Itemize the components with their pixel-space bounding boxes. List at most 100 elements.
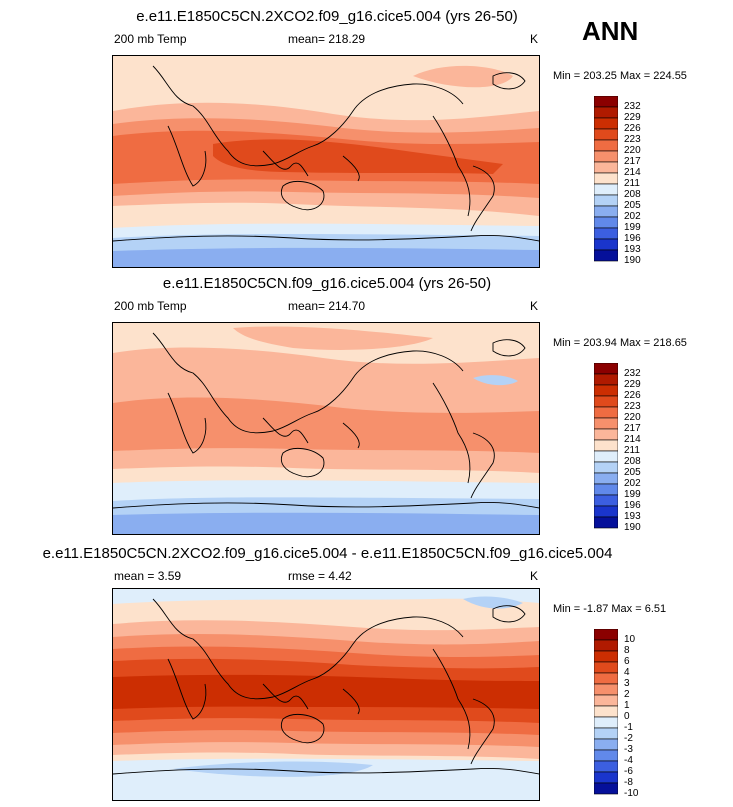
colorbar-level: 214	[624, 167, 641, 178]
colorbar-level: 6	[624, 656, 630, 667]
colorbar-level: 229	[624, 379, 641, 390]
colorbar-level: 199	[624, 489, 641, 500]
colorbar-swatch	[593, 373, 619, 386]
colorbar-level: 193	[624, 244, 641, 255]
minmax-label: Min = 203.94 Max = 218.65	[553, 337, 687, 349]
colorbar-swatch	[593, 771, 619, 784]
colorbar-swatch	[593, 395, 619, 408]
panel-title: e.e11.E1850C5CN.2XCO2.f09_g16.cice5.004 …	[42, 545, 613, 562]
temperature-field-map	[113, 56, 539, 267]
units-label: K	[530, 569, 539, 583]
colorbar-level: 0	[624, 711, 630, 722]
colorbar-labels-1: 232 229 226 223 220 217 214 211 208 205 …	[624, 101, 641, 266]
colorbar-level: 232	[624, 368, 641, 379]
colorbar-swatch	[593, 249, 619, 262]
colorbar-level: 226	[624, 390, 641, 401]
colorbar-level: 196	[624, 233, 641, 244]
colorbar-level: 220	[624, 145, 641, 156]
colorbar-swatch	[593, 450, 619, 463]
colorbar-level: 10	[624, 634, 636, 645]
colorbar-level: 202	[624, 211, 641, 222]
colorbar-level: 205	[624, 200, 641, 211]
colorbar-level: 196	[624, 500, 641, 511]
mean-label: mean = 3.59	[114, 569, 182, 583]
colorbar-level: 229	[624, 112, 641, 123]
colorbar-level: 208	[624, 456, 641, 467]
colorbar-level: 232	[624, 101, 641, 112]
colorbar-swatch	[593, 417, 619, 430]
mean-label: mean= 218.29	[288, 32, 366, 46]
colorbar-level: 202	[624, 478, 641, 489]
colorbar-swatch	[593, 406, 619, 419]
colorbar-labels-3: 10 8 6 4 3 2 1 0 -1 -2 -3 -4 -6 -8 -10	[624, 634, 638, 799]
colorbar-swatch	[593, 194, 619, 207]
colorbar-level: 217	[624, 156, 641, 167]
colorbar-swatch	[593, 428, 619, 441]
colorbar-swatch	[593, 705, 619, 718]
colorbar-level: 214	[624, 434, 641, 445]
colorbar-swatch	[593, 227, 619, 240]
units-label: K	[530, 299, 539, 313]
season-label: ANN	[582, 16, 639, 46]
rmse-label: rmse = 4.42	[288, 569, 352, 583]
variable-label: 200 mb Temp	[114, 299, 187, 313]
colorbar-labels-2: 232 229 226 223 220 217 214 211 208 205 …	[624, 368, 641, 533]
colorbar-level: 193	[624, 511, 641, 522]
colorbar-swatch	[593, 749, 619, 762]
colorbar-level: 190	[624, 522, 641, 533]
map-panel-3	[112, 588, 540, 801]
colorbar-level: 217	[624, 423, 641, 434]
colorbar-swatch	[593, 150, 619, 163]
colorbar-level: 3	[624, 678, 630, 689]
colorbar-swatch	[593, 238, 619, 251]
colorbar-swatch	[593, 672, 619, 685]
colorbar-swatch	[593, 384, 619, 397]
colorbar-swatch	[593, 661, 619, 674]
colorbar-swatch	[593, 439, 619, 452]
colorbar-level: 208	[624, 189, 641, 200]
map-panel-1	[112, 55, 540, 268]
colorbar-level: 199	[624, 222, 641, 233]
minmax-label: Min = 203.25 Max = 224.55	[553, 70, 687, 82]
colorbar-swatch	[593, 683, 619, 696]
colorbar-level: 223	[624, 401, 641, 412]
colorbar-level: -1	[624, 722, 633, 733]
colorbar-level: 205	[624, 467, 641, 478]
colorbar-swatch	[593, 128, 619, 141]
panel-title: e.e11.E1850C5CN.2XCO2.f09_g16.cice5.004 …	[136, 8, 518, 25]
colorbar-swatch	[593, 516, 619, 529]
variable-label: 200 mb Temp	[114, 32, 187, 46]
colorbar-level: -6	[624, 766, 633, 777]
colorbar-swatch	[593, 362, 619, 375]
colorbar-swatch	[593, 639, 619, 652]
colorbar-level: 220	[624, 412, 641, 423]
map-panel-2	[112, 322, 540, 535]
colorbar-swatch	[593, 494, 619, 507]
colorbar-swatch	[593, 205, 619, 218]
colorbar-swatch	[593, 716, 619, 729]
colorbar-swatches	[593, 362, 619, 529]
colorbar-level: 4	[624, 667, 630, 678]
colorbar-level: -3	[624, 744, 633, 755]
colorbar-level: 1	[624, 700, 630, 711]
colorbar-level: 190	[624, 255, 641, 266]
colorbar-swatch	[593, 161, 619, 174]
colorbar-level: 226	[624, 123, 641, 134]
colorbar-swatch	[593, 139, 619, 152]
colorbar-swatch	[593, 628, 619, 641]
colorbar-level: -8	[624, 777, 633, 788]
colorbar-swatch	[593, 172, 619, 185]
colorbar-swatch	[593, 505, 619, 518]
minmax-label: Min = -1.87 Max = 6.51	[553, 603, 667, 615]
colorbar-2	[593, 362, 619, 536]
colorbar-swatch	[593, 650, 619, 663]
colorbar-swatch	[593, 216, 619, 229]
difference-field-map	[113, 589, 539, 800]
colorbar-swatch	[593, 782, 619, 795]
colorbar-swatch	[593, 183, 619, 196]
colorbar-swatch	[593, 472, 619, 485]
units-label: K	[530, 32, 539, 46]
colorbar-swatch	[593, 106, 619, 119]
colorbar-swatch	[593, 117, 619, 130]
colorbar-swatches	[593, 628, 619, 795]
